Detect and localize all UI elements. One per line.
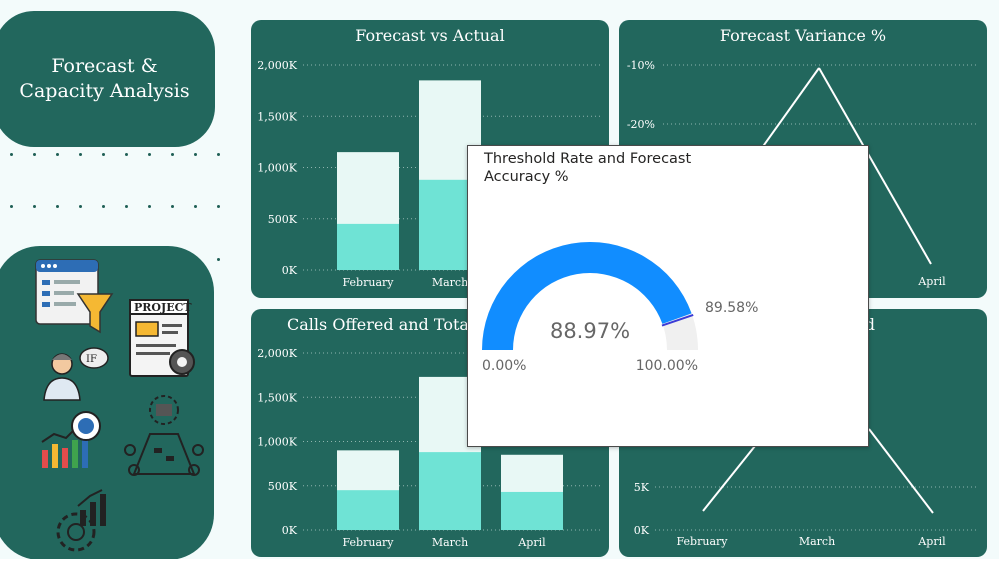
y-tick-label: 500K <box>268 213 298 226</box>
forecast-variance-chart: -10% -20% April <box>627 59 979 288</box>
icon-card: PROJECT IF <box>0 246 214 560</box>
decoration-dot <box>56 205 59 208</box>
decoration-dot <box>56 153 59 156</box>
growth-chart-icon <box>41 411 101 468</box>
tooltip-title: Threshold Rate and Forecast Accuracy % <box>484 151 692 185</box>
bar-actual <box>337 490 399 530</box>
team-meeting-icon <box>124 395 204 476</box>
bottom-right-chart: 5K 0K February March April <box>634 428 979 548</box>
decoration-dot <box>217 258 220 261</box>
decoration-dot <box>194 153 197 156</box>
gauge-target-label: 89.58% <box>705 300 758 316</box>
dashboard-title-card: Forecast & Capacity Analysis <box>0 11 215 147</box>
decoration-dot <box>10 205 13 208</box>
decoration-dot <box>33 205 36 208</box>
y-tick-label: 2,000K <box>257 59 297 72</box>
y-tick-label: 0K <box>282 524 298 537</box>
gauge-value-arc <box>482 242 692 350</box>
gauge-group: 88.97% 0.00% 100.00% 89.58% <box>482 242 758 374</box>
gauge-target-marker <box>661 314 694 327</box>
decoration-dot <box>148 153 151 156</box>
settings-growth-icon <box>56 489 106 552</box>
y-tick-label: 1,500K <box>257 110 297 123</box>
decoration-dot <box>79 205 82 208</box>
project-document-icon: PROJECT <box>129 299 195 377</box>
bottom-strip <box>0 559 999 565</box>
decoration-dot <box>125 153 128 156</box>
bar-actual <box>419 452 481 530</box>
x-tick-label: February <box>677 535 729 548</box>
decoration-dot <box>217 153 220 156</box>
x-tick-label: April <box>917 275 946 288</box>
person-thinking-icon: IF <box>43 347 109 401</box>
y-tick-label: -20% <box>627 118 655 131</box>
forecast-vs-actual-title: Forecast vs Actual <box>355 26 505 45</box>
decoration-dot <box>148 205 151 208</box>
decoration-dot <box>102 205 105 208</box>
forecast-variance-title: Forecast Variance % <box>719 26 887 45</box>
gauge-tooltip: Threshold Rate and Forecast Accuracy % 8… <box>467 145 869 447</box>
x-tick-label: April <box>917 535 946 548</box>
calls-offered-title: Calls Offered and Total <box>287 315 475 334</box>
y-tick-label: 2,000K <box>257 347 297 360</box>
bar-actual <box>501 491 563 530</box>
dashboard-funnel-icon <box>35 259 114 334</box>
x-tick-label: March <box>799 535 835 548</box>
y-tick-label: 1,000K <box>257 162 297 175</box>
variance-line <box>818 67 932 265</box>
y-tick-label: 1,500K <box>257 391 297 404</box>
y-tick-label: 0K <box>282 264 298 277</box>
y-tick-label: 0K <box>634 524 650 537</box>
accuracy-gauge: 88.97% 0.00% 100.00% 89.58% <box>482 242 758 374</box>
x-tick-label: March <box>432 536 468 549</box>
variance-line <box>758 67 820 153</box>
decoration-dot <box>125 205 128 208</box>
decoration-dot <box>217 205 220 208</box>
x-tick-label: April <box>517 536 546 549</box>
decoration-dot <box>10 153 13 156</box>
gauge-value-label: 88.97% <box>550 319 630 343</box>
decoration-dot <box>79 153 82 156</box>
series-line <box>702 440 760 512</box>
decoration-dot <box>194 205 197 208</box>
x-tick-label: March <box>432 276 468 289</box>
bottom-right-title: d <box>864 315 875 334</box>
y-tick-label: 500K <box>268 480 298 493</box>
svg-text:IF: IF <box>86 354 97 365</box>
gauge-max-label: 100.00% <box>636 358 698 374</box>
y-tick-label: 1,000K <box>257 436 297 449</box>
calls-offered-chart: 2,000K 1,500K 1,000K 500K 0K February March Apr… <box>257 347 601 549</box>
decoration-dot <box>33 153 36 156</box>
page-title: Forecast & Capacity Analysis <box>19 55 190 102</box>
x-tick-label: February <box>343 276 395 289</box>
y-tick-label: 5K <box>634 481 650 494</box>
decoration-dot <box>171 205 174 208</box>
gauge-min-label: 0.00% <box>482 358 526 374</box>
y-tick-label: -10% <box>627 59 655 72</box>
decoration-dot <box>102 153 105 156</box>
bar-actual <box>337 223 399 270</box>
series-line <box>868 428 934 514</box>
x-tick-label: February <box>343 536 395 549</box>
decoration-dot <box>171 153 174 156</box>
svg-text:PROJECT: PROJECT <box>134 301 192 314</box>
